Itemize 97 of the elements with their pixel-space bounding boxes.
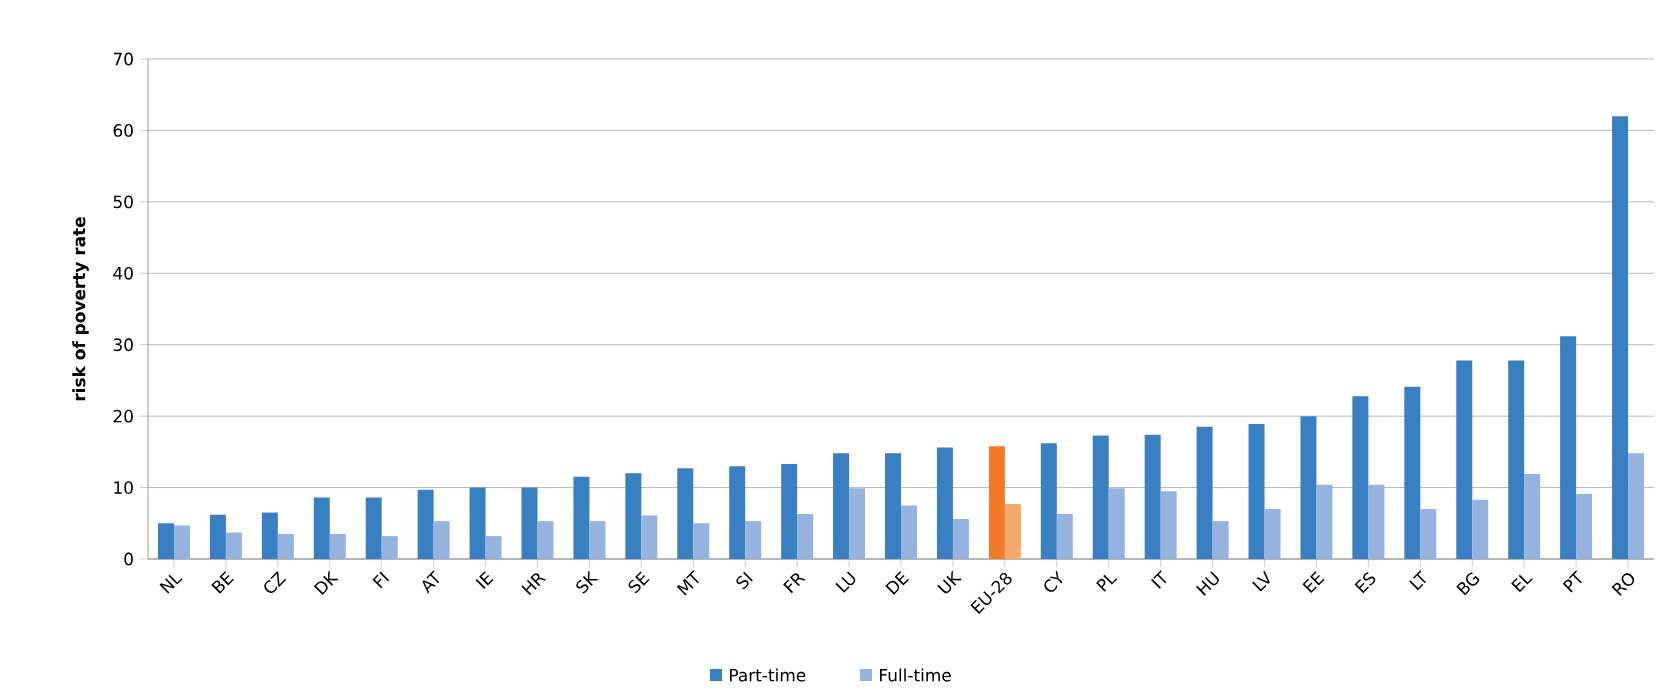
bar: [1004, 504, 1021, 559]
y-tick-label: 30: [113, 338, 133, 352]
bar: [1108, 488, 1125, 559]
bar: [313, 497, 330, 559]
x-tick-label: EL: [1511, 574, 1533, 593]
bar: [833, 453, 850, 559]
bar: [1612, 116, 1629, 559]
x-tick-label: UK: [937, 570, 962, 594]
bar: [573, 476, 590, 559]
bar: [1628, 453, 1645, 559]
bar: [329, 534, 346, 559]
bar: [901, 505, 918, 559]
x-tick-label: CY: [1044, 570, 1063, 592]
y-axis-title: risk of poverty rate: [72, 217, 89, 401]
x-tick-label: RO: [1611, 573, 1635, 596]
x-tick-label: MT: [676, 570, 699, 596]
bar: [1300, 416, 1317, 559]
bar: [781, 464, 798, 559]
y-tick-label: 60: [113, 124, 133, 137]
bar: [885, 453, 902, 559]
bar: [1508, 360, 1525, 559]
x-tick-label: SK: [576, 570, 599, 594]
x-tick-label: HU: [1195, 571, 1219, 596]
bar: [173, 525, 190, 559]
x-tick-label: LU: [835, 571, 856, 593]
bar: [485, 536, 502, 559]
x-tick-label: HR: [521, 573, 546, 596]
y-tick-label: 40: [113, 266, 133, 280]
bar: [469, 487, 486, 559]
x-tick-label: SE: [628, 571, 650, 594]
x-tick-label: CZ: [264, 571, 287, 593]
bar: [537, 521, 554, 559]
bar: [1404, 386, 1421, 559]
bar: [797, 514, 814, 559]
bar: [641, 515, 658, 559]
bar: [1352, 396, 1369, 559]
bar: [381, 536, 398, 559]
bar: [952, 519, 969, 559]
x-tick-label: DE: [885, 571, 909, 595]
x-tick-label: SI: [736, 571, 753, 590]
bar: [1472, 499, 1489, 559]
x-tick-label: PT: [1562, 570, 1582, 593]
bar: [936, 447, 953, 559]
x-tick-label: EE: [1302, 571, 1325, 594]
bar: [625, 473, 642, 559]
x-tick-label: FI: [372, 571, 390, 589]
bar: [365, 497, 382, 559]
bar: [1368, 484, 1385, 559]
bar: [521, 487, 538, 559]
x-tick-label: IE: [475, 571, 494, 590]
bar: [209, 514, 226, 559]
y-tick-label: 50: [113, 195, 133, 209]
bar: [1160, 491, 1177, 559]
bar: [1456, 360, 1473, 559]
x-tick-label: PL: [1096, 574, 1118, 592]
x-tick-label: BG: [1456, 572, 1480, 596]
bar: [1264, 509, 1281, 559]
bar: [1196, 426, 1213, 559]
y-tick-label: 10: [114, 481, 133, 494]
x-tick-label: BE: [211, 571, 234, 594]
bar: [677, 468, 694, 559]
x-tick-label: IT: [1150, 570, 1167, 589]
bar: [1212, 521, 1229, 559]
bar: [277, 534, 294, 559]
bar: [261, 512, 278, 559]
bar: [1576, 494, 1593, 559]
x-tick-label: LV: [1252, 570, 1270, 592]
legend-label: Full-time: [880, 668, 951, 682]
bar: [745, 521, 762, 559]
bar: [433, 521, 450, 559]
bar: [1420, 509, 1437, 559]
bar: [988, 446, 1005, 559]
bar: [729, 466, 746, 559]
x-tick-label: FR: [783, 573, 806, 594]
legend-label: Part-time: [730, 668, 806, 682]
bar: [157, 523, 174, 559]
bar: [1560, 336, 1577, 559]
y-tick-label: 20: [113, 409, 133, 423]
bar: [417, 489, 434, 559]
x-tick-label: DK: [313, 570, 339, 595]
bar: [225, 532, 242, 559]
bar: [1056, 514, 1073, 559]
y-tick-label: 70: [113, 52, 133, 66]
bar: [693, 523, 710, 559]
bar: [1144, 434, 1161, 559]
y-tick-label: 0: [124, 552, 133, 566]
bar: [1524, 474, 1541, 559]
x-tick-label: ES: [1354, 572, 1376, 594]
bar: [849, 488, 866, 559]
x-tick-label: NL: [159, 574, 183, 594]
bar: [1092, 435, 1109, 559]
bar: [1248, 424, 1265, 559]
x-tick-label: LT: [1409, 570, 1426, 591]
bar: [1316, 484, 1333, 559]
bar: [589, 521, 606, 559]
x-tick-label: AT: [422, 570, 440, 594]
bar: [1040, 443, 1057, 559]
